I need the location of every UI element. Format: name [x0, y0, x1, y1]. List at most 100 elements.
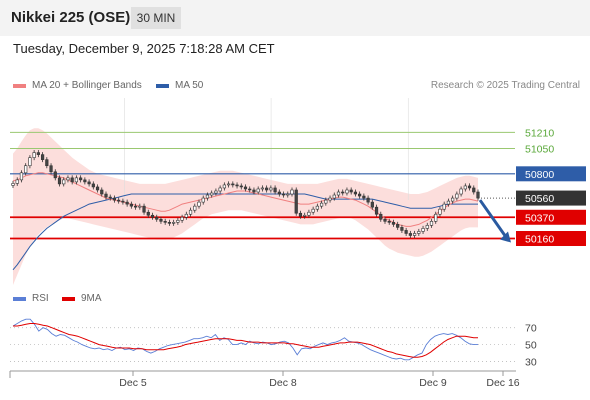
candle	[383, 218, 387, 222]
candle	[210, 192, 214, 196]
candle	[281, 193, 286, 196]
legend-ma20-label: MA 20 + Bollinger Bands	[32, 80, 142, 91]
timeframe-badge[interactable]: 30 MIN	[131, 7, 181, 29]
candle	[412, 233, 417, 236]
candle	[100, 189, 104, 195]
candle	[353, 191, 358, 195]
x-tick-dec-9: Dec 9	[419, 377, 447, 389]
candle	[319, 202, 324, 207]
candle	[434, 213, 438, 222]
candle	[83, 179, 87, 183]
candle	[324, 199, 328, 204]
header-bar	[0, 0, 590, 36]
candle	[366, 197, 370, 203]
level-label-50160: 50160	[525, 234, 554, 246]
candle	[404, 230, 408, 234]
candle	[315, 205, 319, 210]
candle	[70, 177, 74, 183]
legend-ma20-swatch	[13, 84, 26, 88]
candle	[341, 191, 345, 194]
candle	[45, 159, 49, 167]
candle	[129, 203, 133, 207]
level-box-50560	[516, 190, 586, 206]
candle	[15, 179, 19, 184]
candle	[294, 189, 298, 214]
candle	[277, 191, 281, 195]
candle	[133, 205, 138, 208]
candle	[303, 214, 307, 217]
forecast-arrow-shaft	[478, 199, 509, 240]
candle	[374, 206, 379, 215]
candle	[476, 191, 480, 199]
candle	[49, 165, 53, 173]
rsi-tick-50: 50	[525, 340, 537, 352]
x-tick-dec-5: Dec 5	[119, 377, 147, 389]
candle	[358, 193, 362, 197]
candle	[146, 211, 150, 216]
candle	[74, 177, 79, 183]
candle	[121, 200, 125, 203]
candle	[62, 179, 66, 185]
candle	[400, 227, 404, 231]
candle	[150, 214, 155, 218]
datetime-label: Tuesday, December 9, 2025 7:18:28 AM CET	[13, 41, 275, 56]
candle	[142, 205, 146, 213]
level-label-50560: 50560	[525, 193, 554, 205]
candle	[53, 171, 57, 179]
candle	[349, 189, 353, 193]
candle	[421, 228, 425, 232]
rsi-tick-70: 70	[525, 323, 537, 335]
instrument-title: Nikkei 225 (OSE)	[11, 9, 131, 26]
candle	[273, 187, 277, 193]
candle	[260, 187, 265, 190]
candle	[332, 194, 336, 199]
candle	[91, 183, 95, 188]
legend-rsi-swatch	[13, 297, 26, 301]
candle	[391, 222, 396, 225]
candle	[180, 216, 184, 221]
candle	[290, 189, 294, 195]
candle	[125, 201, 129, 205]
candle	[472, 187, 476, 193]
rsi-ma-line	[13, 323, 478, 358]
candle	[28, 157, 32, 167]
ma50-line	[12, 193, 478, 271]
candle	[79, 177, 83, 181]
candle	[243, 186, 248, 190]
candle	[159, 218, 163, 222]
candle	[463, 185, 467, 190]
candle	[205, 194, 210, 199]
candle	[459, 188, 463, 195]
candle	[167, 222, 172, 224]
candle	[256, 188, 260, 193]
candle	[226, 183, 231, 186]
candle	[218, 187, 222, 192]
candle	[307, 211, 311, 216]
forecast-arrow-head	[500, 231, 511, 243]
candle	[417, 231, 421, 234]
candle	[252, 189, 256, 193]
candle	[11, 183, 15, 186]
candle	[396, 224, 400, 228]
level-label-51050: 51050	[525, 144, 554, 156]
candle	[193, 205, 197, 211]
candle	[117, 199, 121, 202]
legend-ma50-label: MA 50	[175, 80, 204, 91]
candle	[311, 208, 315, 213]
x-tick-dec-8: Dec 8	[269, 377, 297, 389]
candle	[235, 184, 239, 187]
level-label-51210: 51210	[525, 127, 554, 139]
candle	[362, 195, 366, 199]
candle	[387, 221, 391, 223]
candle	[408, 233, 412, 236]
candle	[265, 187, 269, 191]
candle	[24, 165, 28, 174]
candle	[231, 183, 235, 186]
candle	[188, 209, 193, 215]
credit-text: Research © 2025 Trading Central	[430, 80, 580, 91]
candle	[138, 205, 142, 208]
legend-ma9-swatch	[62, 297, 75, 301]
candle	[442, 203, 446, 210]
candle	[112, 197, 117, 201]
